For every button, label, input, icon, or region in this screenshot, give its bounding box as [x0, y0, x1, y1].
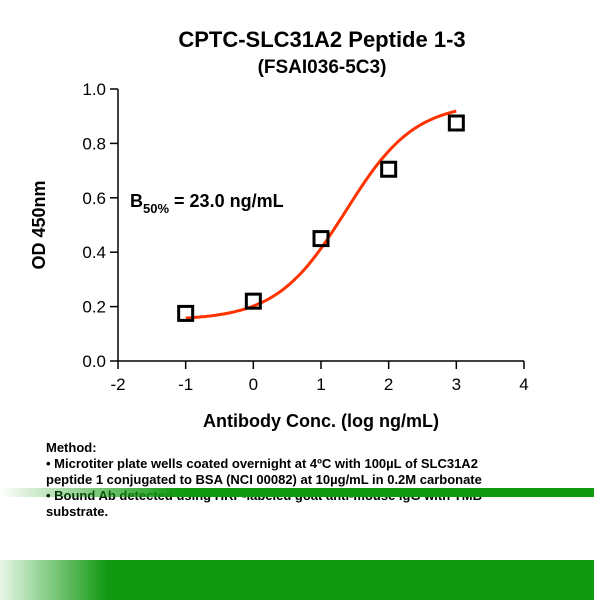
- green-divider-band: [0, 488, 594, 497]
- method-heading: Method:: [46, 440, 97, 455]
- y-tick-label: 1.0: [82, 80, 106, 99]
- data-point: [177, 304, 195, 322]
- x-tick-label: -2: [110, 375, 125, 394]
- x-axis-label: Antibody Conc. (log ng/mL): [203, 411, 439, 431]
- chart-title: CPTC-SLC31A2 Peptide 1-3: [178, 27, 465, 52]
- method-line-1: • Microtiter plate wells coated overnigh…: [46, 456, 478, 471]
- method-line-2: peptide 1 conjugated to BSA (NCI 00082) …: [46, 472, 482, 487]
- y-tick-label: 0.0: [82, 352, 106, 371]
- x-tick-label: 3: [452, 375, 461, 394]
- data-points: [177, 114, 465, 322]
- x-tick-label: 1: [316, 375, 325, 394]
- b50-annotation: B50% = 23.0 ng/mL: [130, 191, 284, 216]
- data-point: [312, 230, 330, 248]
- method-text: Method: • Microtiter plate wells coated …: [46, 440, 566, 520]
- ticks: -2 -1 0 1 2 3 4 0.0 0.2 0.4 0.6 0.8 1.0: [82, 80, 528, 394]
- chart: CPTC-SLC31A2 Peptide 1-3 (FSAI036-5C3) -…: [29, 27, 529, 431]
- x-tick-label: -1: [178, 375, 193, 394]
- x-tick-label: 0: [249, 375, 258, 394]
- y-tick-label: 0.8: [82, 134, 106, 153]
- data-point: [447, 114, 465, 132]
- y-axis-label: OD 450nm: [29, 180, 49, 269]
- fit-curve: [185, 109, 457, 320]
- data-point: [244, 292, 262, 310]
- y-tick-label: 0.2: [82, 298, 106, 317]
- y-tick-label: 0.6: [82, 189, 106, 208]
- y-tick-label: 0.4: [82, 243, 106, 262]
- footer-green-bar: [0, 560, 594, 600]
- data-point: [380, 160, 398, 178]
- chart-subtitle: (FSAI036-5C3): [258, 57, 387, 78]
- x-tick-label: 2: [384, 375, 393, 394]
- x-tick-label: 4: [519, 375, 528, 394]
- method-line-5: substrate.: [46, 504, 109, 519]
